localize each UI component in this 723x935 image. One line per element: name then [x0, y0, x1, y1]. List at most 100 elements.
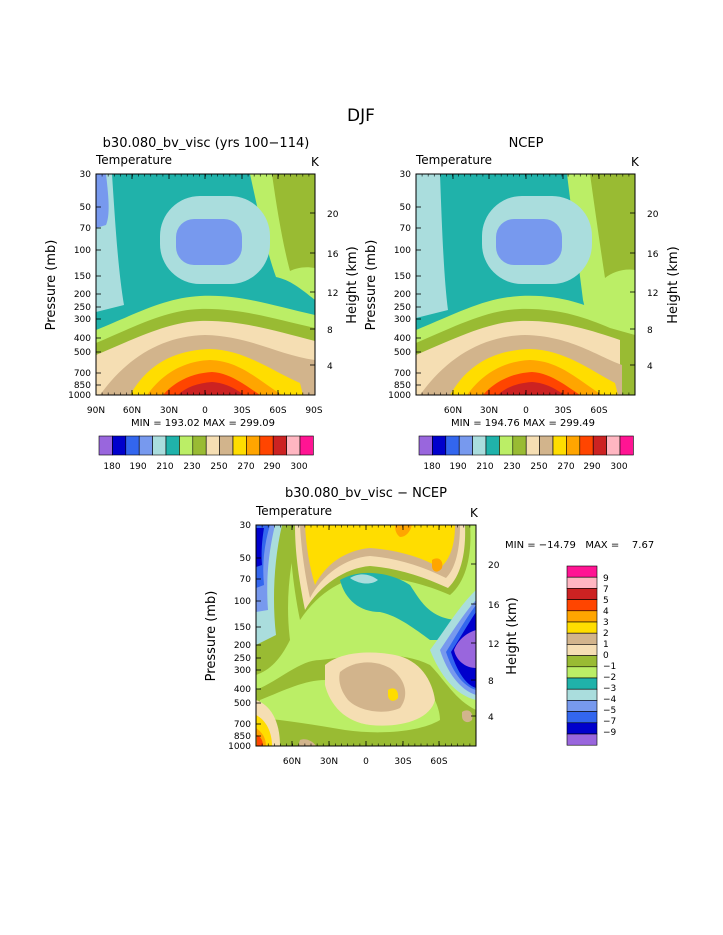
colorbar-swatch: [418, 435, 433, 456]
y-tick-label: 50: [400, 203, 412, 213]
colorbar-swatch: [259, 435, 274, 456]
y-tick-label: 50: [240, 554, 252, 564]
colorbar-swatch: [485, 435, 500, 456]
x-axis: 90N 60N 30N 0 30S 60S 90S: [87, 406, 323, 416]
colorbar-swatch: [205, 435, 220, 456]
colorbar-labels: 180 190 210 230 250 270 290 300: [423, 462, 627, 472]
height-tick-label: 16: [488, 601, 500, 611]
colorbar-swatch: [525, 435, 540, 456]
panel-ncep: NCEP Temperature K 60N 30N 0 30S 60S: [364, 136, 681, 472]
height-tick-label: 8: [647, 326, 653, 336]
colorbar-swatch: [499, 435, 514, 456]
colorbar-label: 4: [603, 607, 609, 617]
y-axis-right: 20 16 12 8 4: [327, 210, 339, 372]
y-tick-label: 100: [394, 246, 411, 256]
colorbar-swatch: [512, 435, 527, 456]
panel-title: NCEP: [509, 136, 544, 151]
height-tick-label: 12: [327, 289, 338, 299]
x-tick-label: 90S: [305, 406, 322, 416]
y-tick-label: 200: [394, 290, 411, 300]
colorbar-swatch: [566, 666, 598, 679]
units-label: K: [470, 506, 479, 520]
colorbar-swatch: [566, 655, 598, 668]
units-label: K: [631, 155, 640, 169]
contour-field: [416, 174, 635, 395]
colorbar-label: 3: [603, 618, 609, 628]
y-tick-label: 700: [394, 369, 411, 379]
height-tick-label: 4: [488, 713, 494, 723]
colorbar-swatch: [566, 700, 598, 712]
colorbar-label: 180: [103, 462, 120, 472]
height-tick-label: 8: [488, 677, 494, 687]
min-max-stats: MIN = −14.79 MAX = 7.67: [505, 540, 654, 551]
panel-subtitle: Temperature: [95, 153, 172, 167]
colorbar-swatch: [219, 435, 234, 456]
x-tick-label: 30S: [233, 406, 250, 416]
y-tick-label: 1000: [388, 391, 411, 401]
height-tick-label: 20: [488, 561, 500, 571]
y-tick-label: 500: [74, 348, 91, 358]
x-tick-label: 60S: [430, 757, 447, 767]
y-tick-label: 700: [234, 720, 251, 730]
colorbar-swatch: [566, 610, 598, 623]
min-max-stats: MIN = 193.02 MAX = 299.09: [131, 418, 275, 429]
y-tick-label: 400: [74, 334, 91, 344]
height-tick-label: 12: [647, 289, 658, 299]
colorbar-swatch: [566, 621, 598, 634]
colorbar-swatch: [566, 565, 598, 578]
y-tick-label: 1000: [228, 742, 251, 752]
y-tick-label: 50: [80, 203, 92, 213]
y-tick-label: 150: [74, 272, 91, 282]
colorbar-swatch: [606, 435, 621, 456]
x-tick-label: 30N: [160, 406, 178, 416]
panel-subtitle: Temperature: [255, 504, 332, 518]
figure-title: DJF: [347, 106, 375, 126]
colorbar-label: 300: [290, 462, 307, 472]
axis-ticks: [95, 173, 316, 395]
y-tick-label: 1000: [68, 391, 91, 401]
y-tick-label: 100: [234, 597, 251, 607]
colorbar-label: −4: [603, 695, 617, 705]
colorbar-label: 290: [263, 462, 280, 472]
x-tick-label: 60N: [123, 406, 141, 416]
colorbar-swatch: [566, 644, 598, 656]
colorbar-label: 210: [476, 462, 493, 472]
y-tick-label: 30: [400, 170, 412, 180]
x-tick-label: 90N: [87, 406, 105, 416]
x-axis: 60N 30N 0 30S 60S: [283, 757, 448, 767]
x-tick-label: 60N: [444, 406, 462, 416]
y-axis-label: Pressure (mb): [364, 240, 379, 331]
colorbar-swatch: [432, 435, 447, 456]
axis-ticks: [255, 524, 477, 746]
colorbar-swatch: [619, 435, 634, 456]
height-tick-label: 16: [647, 250, 659, 260]
colorbar-swatch: [566, 435, 581, 456]
colorbar-swatch: [566, 576, 598, 589]
colorbar-swatch: [566, 688, 598, 701]
y-axis-label-right: Height (km): [666, 246, 681, 323]
x-tick-label: 60N: [283, 757, 301, 767]
x-tick-label: 30S: [554, 406, 571, 416]
colorbar-swatch: [458, 435, 473, 456]
x-tick-label: 60S: [269, 406, 286, 416]
colorbar-label: 5: [603, 596, 609, 606]
x-tick-label: 0: [523, 406, 529, 416]
x-tick-label: 30N: [480, 406, 498, 416]
y-tick-label: 200: [74, 290, 91, 300]
y-axis-right: 20 16 12 8 4: [488, 561, 500, 723]
colorbar-swatch: [272, 435, 287, 456]
colorbar-swatch: [246, 435, 261, 456]
colorbar-label: −3: [603, 684, 616, 694]
colorbar: [566, 565, 598, 746]
y-tick-label: 100: [74, 246, 91, 256]
colorbar-label: 190: [449, 462, 466, 472]
colorbar-swatch: [552, 435, 567, 456]
colorbar-swatch: [232, 435, 247, 456]
y-tick-label: 150: [234, 623, 251, 633]
colorbar-label: 9: [603, 574, 609, 584]
colorbar-label: −9: [603, 728, 617, 738]
colorbar-label: 250: [210, 462, 227, 472]
y-axis: 30 50 70 100 150 200 250 300 400 500 700…: [68, 170, 91, 401]
colorbar-label: 290: [583, 462, 600, 472]
